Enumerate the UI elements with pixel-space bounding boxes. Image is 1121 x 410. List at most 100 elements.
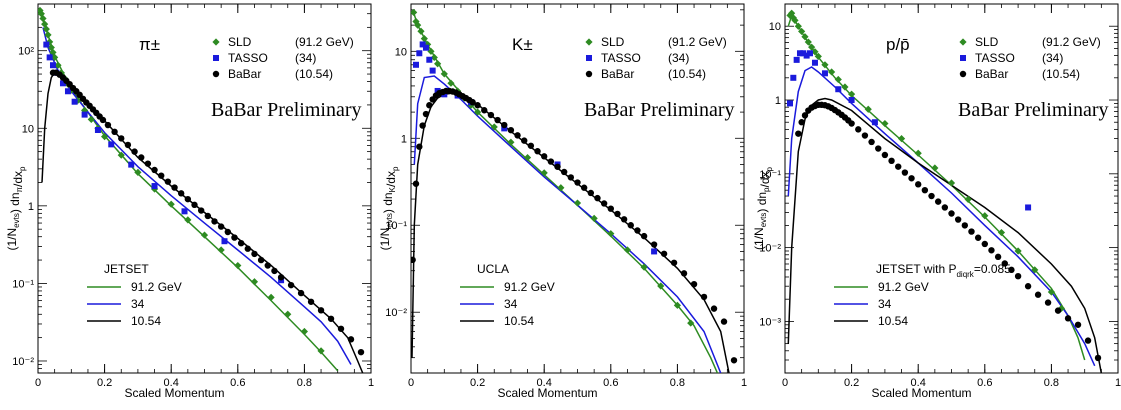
point-babar	[541, 153, 548, 160]
point-sld	[250, 278, 259, 286]
point-sld	[507, 138, 515, 146]
point-sld	[54, 61, 62, 69]
y-axis-label-part: ) dn	[8, 192, 22, 213]
point-tasso	[151, 183, 158, 190]
y-axis-label-sub: p	[18, 166, 27, 171]
point-babar	[614, 210, 621, 218]
legend-marker-tasso	[960, 55, 966, 61]
point-babar	[118, 135, 125, 142]
point-tasso	[793, 56, 800, 63]
point-babar	[527, 142, 535, 149]
point-babar	[547, 158, 555, 165]
point-babar	[560, 168, 568, 176]
point-babar	[974, 234, 982, 241]
point-babar	[131, 148, 138, 155]
point-babar	[1044, 299, 1052, 306]
point-babar	[981, 240, 988, 248]
point-sld	[474, 108, 482, 116]
point-sld	[997, 228, 1006, 237]
point-sld	[811, 48, 819, 56]
x-tick-label: 0.2	[470, 377, 485, 389]
curve-sld	[787, 13, 1086, 361]
point-babar	[494, 116, 501, 124]
y-tick-label: 10	[22, 123, 34, 135]
y-tick-label: 10²	[18, 46, 34, 58]
x-tick-label: 0.6	[603, 377, 618, 389]
point-babar	[277, 274, 285, 281]
y-axis-label-sub: p	[762, 187, 771, 192]
point-babar	[217, 223, 225, 230]
point-babar	[650, 241, 658, 248]
point-babar	[948, 210, 955, 217]
point-sld	[490, 123, 498, 131]
point-babar	[347, 336, 355, 343]
point-babar	[801, 112, 809, 119]
legend-marker-tasso	[586, 55, 592, 61]
model-legend-title: UCLA	[477, 262, 509, 276]
legend-label: SLD	[601, 35, 625, 49]
point-sld	[523, 153, 532, 162]
point-babar	[164, 178, 172, 185]
point-babar	[640, 232, 648, 240]
point-sld	[590, 214, 598, 222]
legend-marker-sld	[959, 38, 967, 46]
point-sld	[49, 48, 57, 57]
point-sld	[87, 115, 95, 124]
point-babar	[660, 250, 668, 257]
point-sld	[881, 119, 889, 128]
point-tasso	[821, 70, 828, 77]
annotation-label: BaBar Preliminary	[958, 99, 1109, 121]
point-babar	[426, 102, 433, 109]
model-legend-label: 34	[878, 297, 892, 311]
model-legend-label: 10.54	[878, 314, 908, 328]
point-tasso	[71, 98, 78, 105]
point-babar	[921, 186, 929, 194]
legend-label: SLD	[975, 35, 999, 49]
point-babar	[1094, 354, 1102, 362]
particle-label: K±	[512, 35, 533, 54]
point-babar	[1001, 260, 1008, 267]
x-tick-label: 0.8	[1044, 377, 1059, 389]
point-babar	[934, 198, 942, 205]
point-tasso	[426, 56, 433, 63]
point-sld	[411, 8, 418, 17]
point-tasso	[811, 59, 818, 66]
point-babar	[422, 110, 430, 118]
point-tasso	[43, 41, 50, 48]
point-babar	[251, 250, 258, 258]
point-sld	[834, 75, 842, 84]
point-sld	[557, 184, 565, 192]
point-sld	[1047, 288, 1055, 296]
point-babar	[954, 216, 962, 223]
x-tick-label: 0.2	[97, 377, 112, 389]
point-babar	[191, 201, 198, 209]
point-babar	[680, 270, 688, 277]
point-tasso	[790, 74, 797, 81]
particle-label: π±	[139, 35, 160, 54]
point-sld	[540, 169, 548, 177]
x-tick-label: 1	[368, 377, 374, 389]
y-axis-label-part: ) dn	[381, 192, 395, 213]
point-babar	[534, 148, 541, 155]
x-tick-label: 0	[408, 377, 414, 389]
point-babar	[941, 204, 949, 211]
x-tick-label: 0.6	[977, 377, 992, 389]
curve-babar	[411, 92, 730, 373]
point-sld	[931, 164, 939, 172]
legend-marker-babar	[959, 70, 967, 78]
legend-label: TASSO	[228, 51, 268, 65]
point-babar	[297, 289, 305, 297]
y-axis-label-sub: p	[765, 166, 774, 171]
point-tasso	[416, 50, 423, 57]
point-tasso	[46, 54, 53, 61]
point-babar	[224, 228, 232, 236]
point-sld	[1031, 266, 1039, 274]
point-babar	[244, 245, 251, 252]
point-babar	[868, 138, 875, 146]
point-sld	[623, 246, 632, 254]
point-babar	[514, 132, 521, 139]
y-tick-label: 1	[775, 95, 781, 107]
point-babar	[307, 298, 315, 305]
panel-kaon: 0 0.2 0.4 0.6 0.8 1 10⁻² 10⁻¹ 1 10 K± SLD (91.2 GeV)…	[378, 3, 747, 400]
